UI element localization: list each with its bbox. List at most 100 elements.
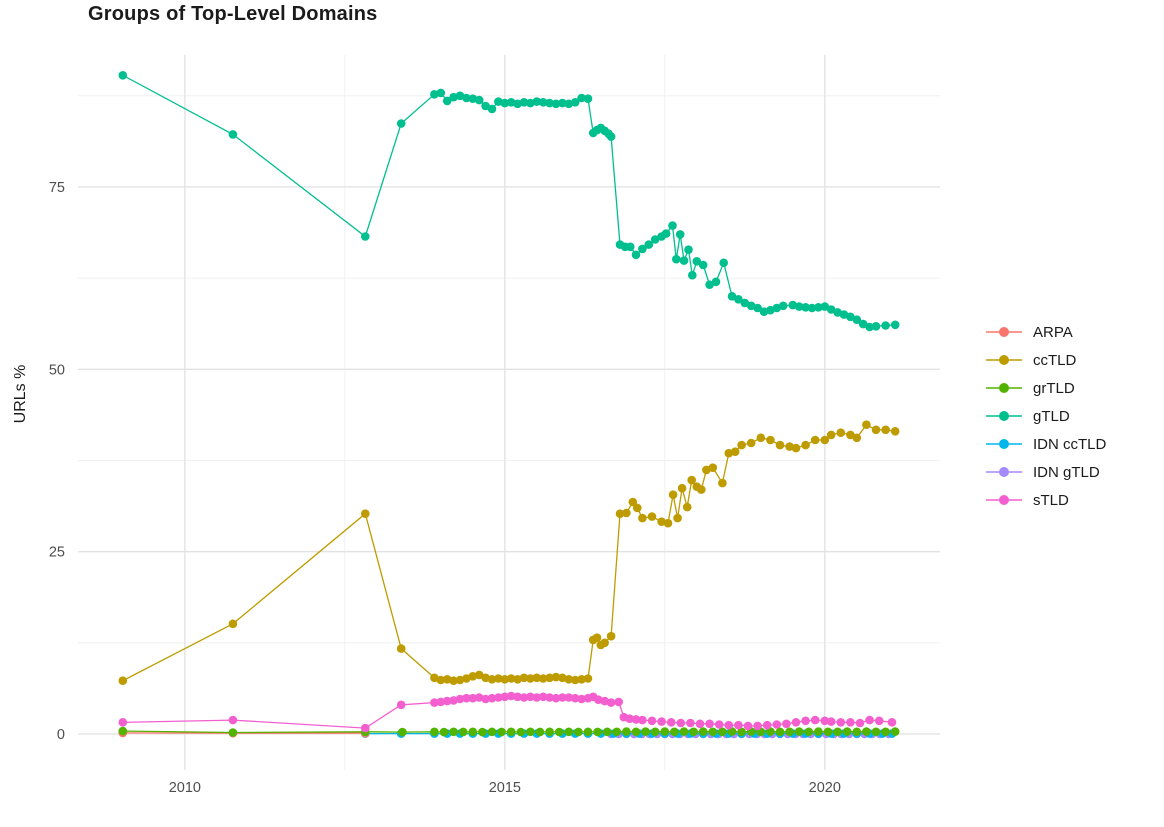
legend-key-dot: [999, 439, 1009, 449]
data-point: [842, 727, 852, 736]
data-point: [449, 676, 458, 685]
data-point: [638, 244, 647, 254]
data-point: [727, 727, 737, 736]
data-point: [118, 726, 128, 736]
data-point: [661, 229, 671, 238]
data-point: [677, 483, 687, 493]
data-point: [436, 88, 446, 98]
data-point: [852, 433, 862, 443]
data-point: [526, 674, 535, 683]
data-point: [697, 485, 706, 494]
data-point: [478, 727, 487, 737]
data-point: [481, 101, 490, 111]
data-point: [698, 727, 708, 736]
data-point: [638, 715, 647, 725]
data-point: [714, 720, 724, 729]
data-point: [577, 93, 586, 103]
data-point: [436, 675, 446, 685]
legend-label: gTLD: [1033, 407, 1070, 425]
data-point: [468, 672, 478, 681]
data-point: [687, 475, 696, 485]
data-point: [791, 718, 801, 727]
data-point: [874, 716, 884, 726]
data-point: [633, 503, 642, 513]
data-point: [775, 727, 785, 737]
data-point: [698, 260, 708, 270]
data-point: [532, 97, 542, 106]
data-point: [532, 693, 542, 702]
data-point: [862, 420, 871, 430]
data-point: [449, 727, 458, 737]
data-point: [724, 720, 734, 730]
data-point: [606, 631, 616, 641]
data-point: [574, 727, 583, 737]
data-point: [570, 98, 580, 107]
y-axis-tick-label: 0: [57, 727, 65, 743]
data-point: [631, 250, 641, 260]
data-point: [626, 242, 635, 252]
legend-key-dot: [999, 411, 1009, 421]
data-point: [734, 720, 743, 730]
data-point: [361, 232, 370, 241]
data-point: [519, 98, 529, 107]
legend: ARPA ccTLD grTLD gTLD IDN ccTLD IDN gTLD sTLD: [984, 318, 1106, 514]
data-point: [361, 723, 370, 733]
data-point: [746, 438, 756, 448]
data-point: [606, 698, 616, 707]
data-point: [606, 132, 616, 141]
data-point: [695, 719, 705, 729]
data-point: [820, 716, 830, 726]
data-point: [398, 727, 407, 737]
data-point: [583, 94, 593, 103]
data-point: [449, 92, 458, 102]
legend-item-gtld: gTLD: [984, 402, 1106, 430]
data-point: [718, 478, 727, 488]
data-point: [641, 727, 650, 736]
data-point: [871, 425, 881, 435]
data-point: [676, 718, 686, 728]
data-point: [538, 98, 548, 107]
data-point: [118, 718, 128, 727]
data-point: [436, 697, 446, 707]
data-point: [638, 513, 647, 523]
data-point: [487, 675, 497, 684]
data-point: [826, 305, 836, 314]
data-point: [711, 277, 721, 287]
data-point: [810, 435, 820, 445]
data-point: [474, 95, 484, 105]
data-point: [727, 292, 737, 301]
data-point: [228, 619, 238, 629]
data-point: [487, 727, 497, 737]
data-point: [679, 256, 689, 265]
data-point: [871, 727, 881, 737]
series-cctld: [118, 420, 900, 685]
data-point: [801, 440, 810, 450]
data-point: [871, 322, 881, 331]
x-axis-tick-label: 2015: [489, 780, 521, 796]
legend-key-icon: [986, 411, 1022, 421]
data-point: [708, 463, 718, 473]
data-point: [820, 435, 830, 445]
data-point: [887, 718, 897, 727]
data-point: [890, 727, 900, 736]
data-point: [577, 694, 586, 704]
legend-key-dot: [999, 495, 1009, 505]
data-point: [657, 717, 666, 726]
data-point: [865, 715, 874, 725]
data-point: [458, 727, 468, 737]
data-point: [558, 98, 567, 108]
data-point: [600, 638, 609, 648]
data-point: [668, 490, 678, 500]
data-point: [593, 727, 602, 737]
data-point: [794, 727, 804, 736]
data-point: [538, 674, 548, 683]
data-point: [396, 119, 406, 128]
data-point: [622, 727, 631, 736]
data-point: [836, 428, 846, 438]
data-point: [474, 670, 484, 680]
data-point: [740, 298, 750, 308]
data-point: [564, 727, 574, 737]
data-point: [500, 692, 510, 702]
data-point: [554, 727, 564, 737]
data-point: [881, 727, 890, 737]
